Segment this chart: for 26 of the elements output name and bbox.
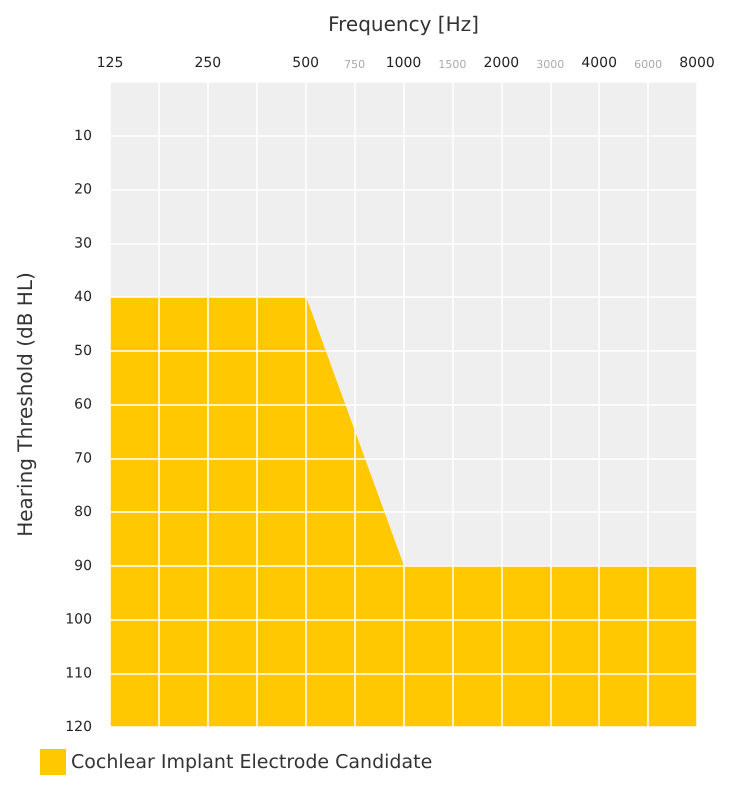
y-tick-label: 50 [74,342,92,359]
x-axis-title: Frequency [Hz] [328,12,479,36]
y-tick-label: 40 [74,289,92,305]
x-tick-label: 125 [96,55,124,71]
y-tick-label: 120 [65,719,92,735]
x-tick-label: 500 [292,55,320,71]
legend-label: Cochlear Implant Electrode Candidate [71,751,432,773]
x-tick-label: 4000 [581,55,617,71]
x-tick-label: 750 [344,58,366,71]
y-tick-label: 80 [74,504,92,520]
x-tick-label: 1000 [386,55,422,71]
x-tick-label: 3000 [536,58,564,71]
y-axis-title: Hearing Threshold (dB HL) [13,272,37,537]
y-tick-label: 90 [74,558,92,574]
x-tick-label: 6000 [634,58,662,71]
x-tick-label: 250 [194,55,222,71]
y-tick-label: 30 [74,235,92,252]
y-tick-label: 20 [74,182,92,198]
y-tick-label: 110 [65,665,92,682]
y-tick-label: 60 [74,396,92,412]
y-tick-label: 100 [65,612,92,628]
y-tick-label: 70 [74,450,92,466]
y-tick-label: 10 [74,128,92,144]
x-tick-label: 8000 [679,55,715,71]
x-tick-label: 2000 [484,55,520,71]
x-tick-label: 1500 [438,58,466,71]
